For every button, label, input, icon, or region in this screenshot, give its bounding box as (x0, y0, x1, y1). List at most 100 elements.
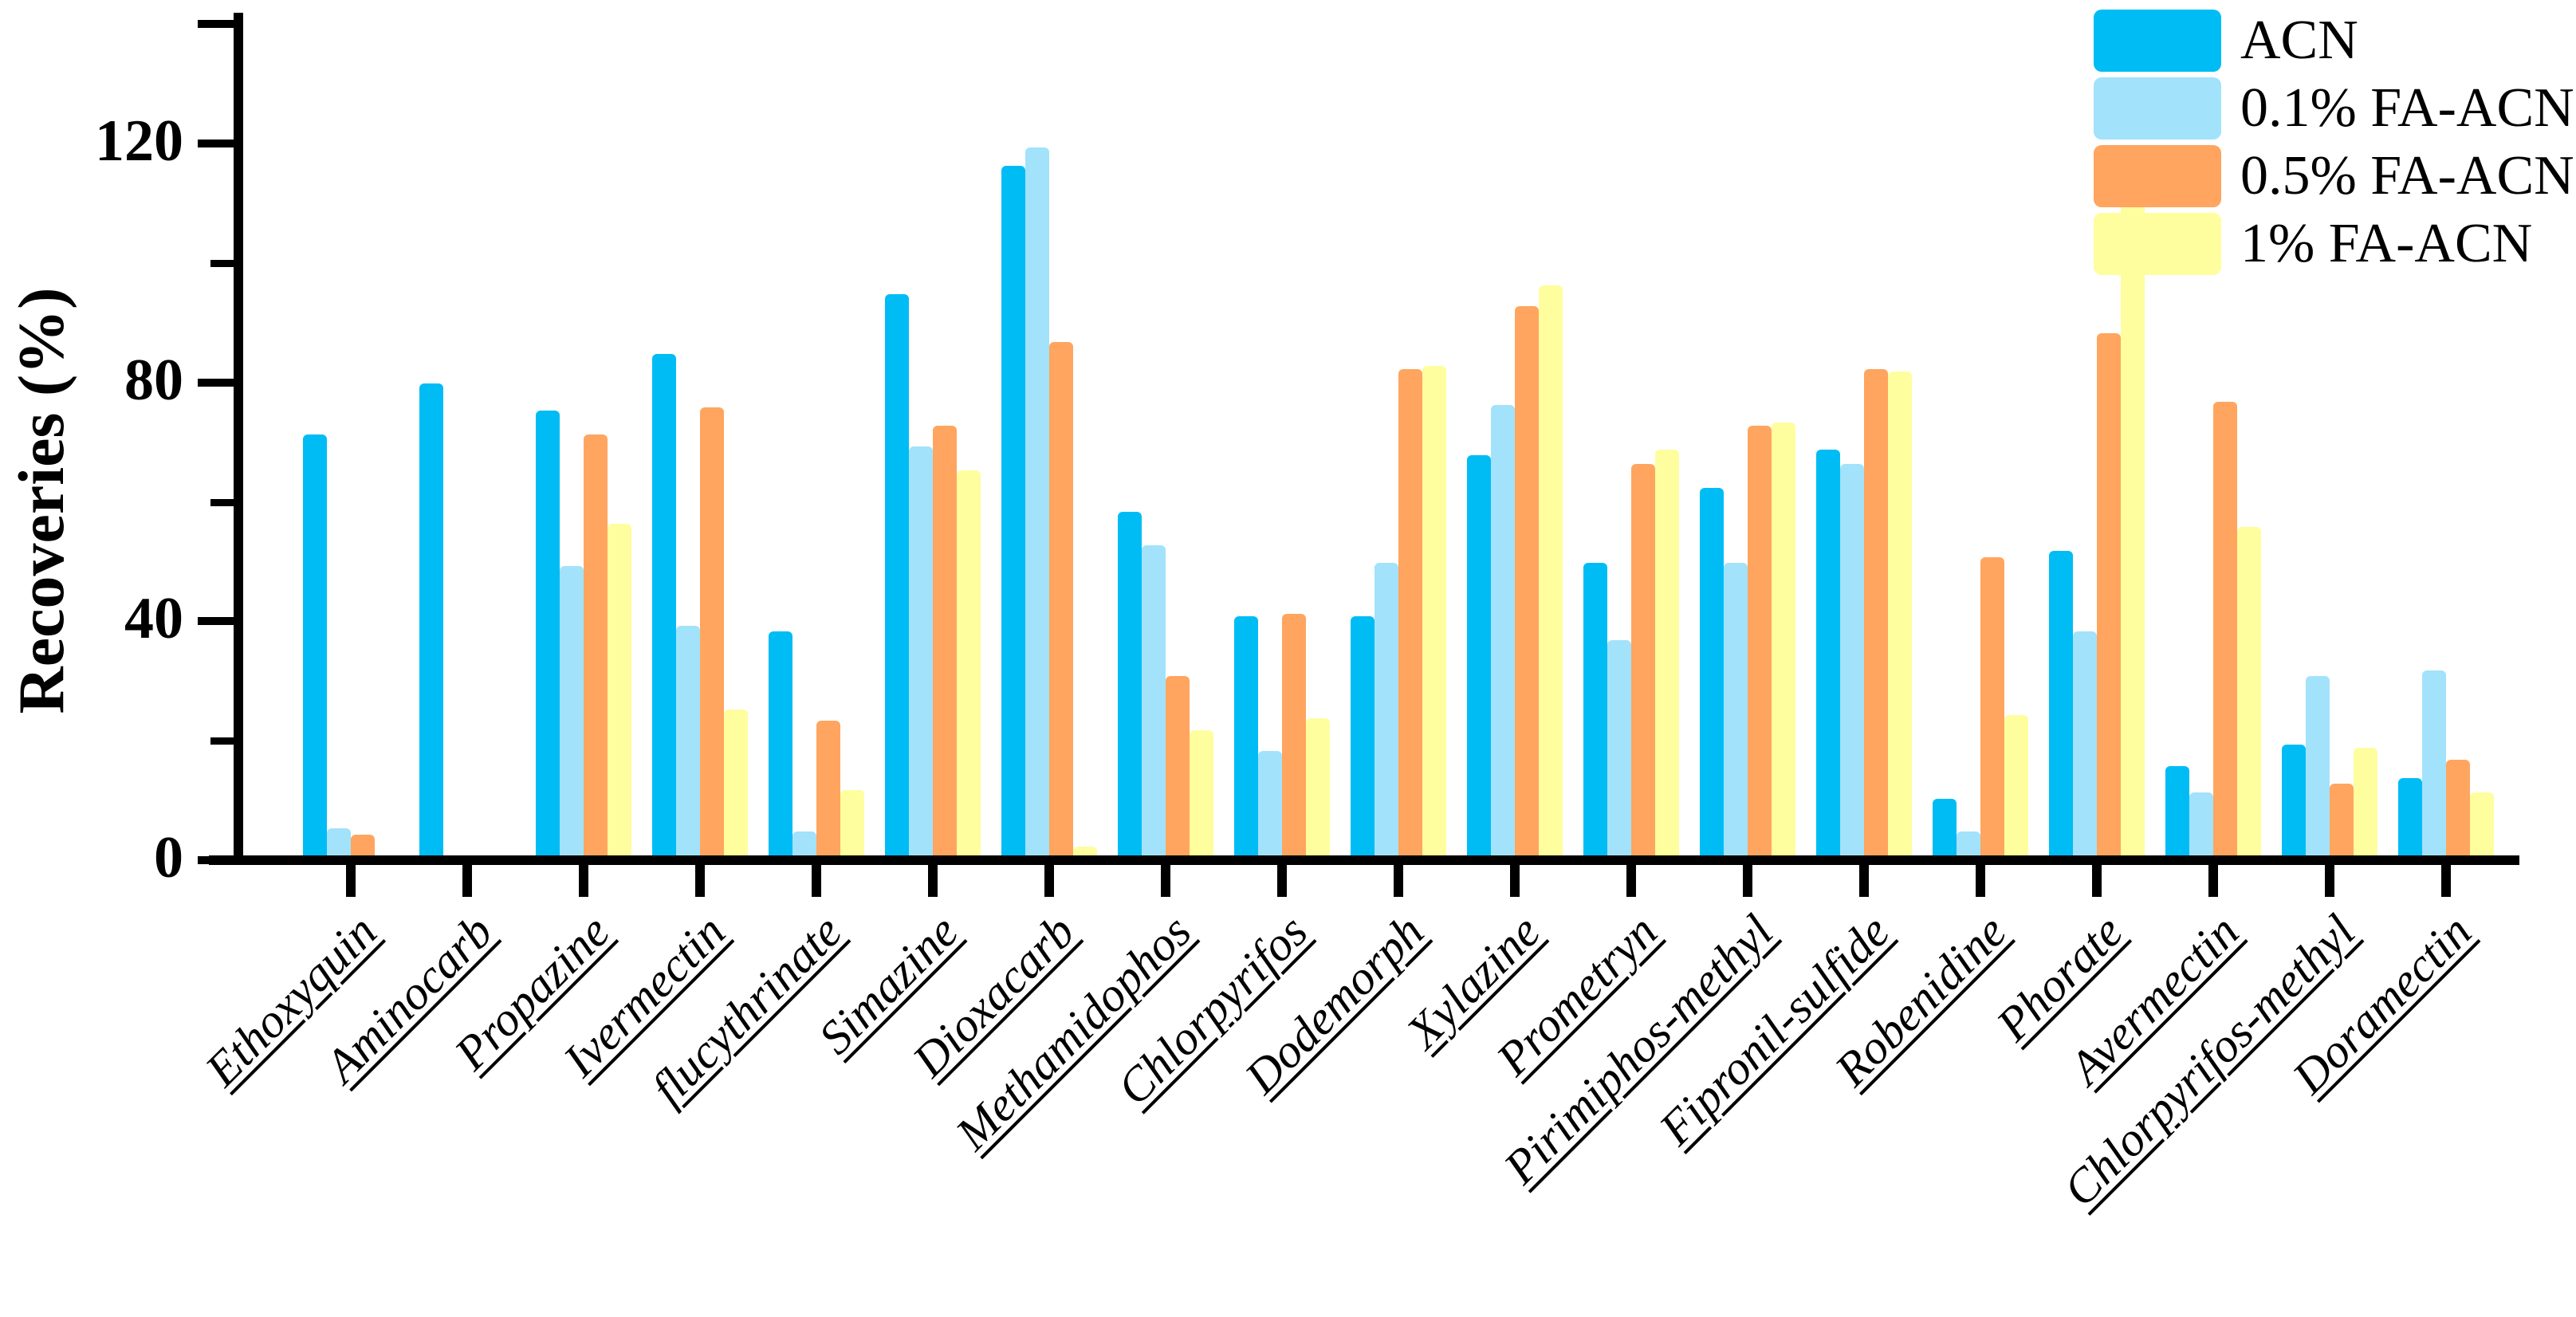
category-group: Ivermectin (553, 353, 748, 1087)
bar (1933, 798, 1957, 855)
bar (792, 831, 816, 855)
legend-swatch (2094, 213, 2221, 275)
bar (2330, 784, 2354, 855)
bar (1258, 750, 1282, 855)
category-group: Simazine (809, 293, 981, 1064)
category-group: Robenidine (1825, 556, 2028, 1096)
category-group: Prometryn (1486, 449, 1679, 1085)
bar (1748, 425, 1772, 855)
category-group: Xylazine (1397, 285, 1563, 1059)
category-group: flucythrinate (642, 631, 864, 1115)
bar (303, 434, 327, 855)
bar (1583, 563, 1607, 855)
bar (652, 353, 676, 855)
bar (2470, 792, 2494, 855)
y-major-tick (198, 378, 234, 387)
bar (2097, 332, 2121, 855)
bar (909, 446, 933, 855)
bar (2121, 168, 2145, 855)
bar (1515, 305, 1539, 855)
legend-label: 0.5% FA-ACN (2240, 145, 2574, 206)
bar (1607, 640, 1631, 855)
bar (2237, 527, 2261, 855)
legend-row: 0.5% FA-ACN (2094, 145, 2574, 207)
category-group: Propazine (444, 411, 631, 1079)
bar (1840, 464, 1864, 855)
x-tick (2208, 865, 2218, 897)
bar (1467, 455, 1491, 855)
bar (2073, 631, 2097, 855)
x-tick (1510, 865, 1520, 897)
y-tick-label: 0 (154, 825, 183, 890)
x-tick (812, 865, 821, 897)
bar (584, 434, 608, 855)
bar (2422, 670, 2446, 855)
bar (1864, 368, 1888, 855)
plot-area: Ethoxyquin Aminocarb Propazine Ivermectin fl… (195, 0, 2494, 1217)
category-group: Chlorpyrifos (1107, 613, 1330, 1115)
bar (419, 383, 443, 855)
bar (1118, 512, 1142, 855)
legend-swatch (2094, 10, 2221, 72)
bar (2446, 760, 2470, 855)
bar (560, 565, 584, 855)
bar (1772, 422, 1795, 855)
legend-label: 0.1% FA-ACN (2240, 77, 2574, 139)
legend-label: 1% FA-ACN (2240, 213, 2533, 274)
bar (2398, 777, 2422, 855)
bar (1957, 831, 1980, 855)
x-tick (1859, 865, 1869, 897)
y-tick-label: 80 (124, 347, 183, 413)
bar (1491, 404, 1515, 855)
category-group: Dodemorph (1235, 365, 1446, 1103)
legend-row: ACN (2094, 10, 2574, 72)
legend-row: 1% FA-ACN (2094, 213, 2574, 275)
bar (1190, 729, 1213, 855)
category-group: Phorate (1986, 168, 2145, 1051)
category-group: Pirimiphos-methyl (1494, 422, 1795, 1193)
bar (933, 425, 957, 855)
y-minor-tick (210, 737, 234, 745)
bar (1306, 717, 1330, 855)
bar (1073, 846, 1097, 855)
x-tick (1626, 865, 1636, 897)
category-group: Aminocarb (315, 383, 515, 1092)
legend-row: 0.1% FA-ACN (2094, 77, 2574, 140)
bar (1724, 563, 1748, 855)
bar (1631, 464, 1655, 855)
bar (1375, 563, 1398, 855)
bar (2165, 765, 2189, 855)
category-group: Methamidophos (946, 512, 1213, 1160)
legend: ACN 0.1% FA-ACN 0.5% FA-ACN 1% FA-ACN (2094, 10, 2574, 281)
y-axis-spine (234, 13, 243, 865)
bar (2213, 401, 2237, 855)
x-tick (579, 865, 588, 897)
bar (840, 789, 864, 855)
bar (536, 411, 560, 855)
y-minor-tick (210, 498, 234, 506)
bar (1888, 372, 1912, 855)
bar (608, 524, 631, 855)
x-tick (1277, 865, 1287, 897)
legend-swatch (2094, 77, 2221, 140)
legend-label: ACN (2240, 10, 2358, 71)
bar (1166, 676, 1190, 855)
bar (2004, 715, 2028, 855)
bar (816, 721, 840, 855)
x-tick (2441, 865, 2451, 897)
bar (724, 709, 748, 855)
bar (1049, 341, 1073, 855)
x-tick (695, 865, 705, 897)
bar (957, 470, 981, 855)
category-group: Ethoxyquin (195, 434, 399, 1096)
y-major-tick (198, 856, 234, 864)
bar (2049, 551, 2073, 855)
bar (2354, 748, 2377, 855)
bar (1234, 616, 1258, 855)
category-group: Fipronil-sulfide (1650, 368, 1912, 1155)
bar (676, 625, 700, 855)
bar (1816, 449, 1840, 855)
bar (1980, 556, 2004, 855)
x-tick (1394, 865, 1403, 897)
